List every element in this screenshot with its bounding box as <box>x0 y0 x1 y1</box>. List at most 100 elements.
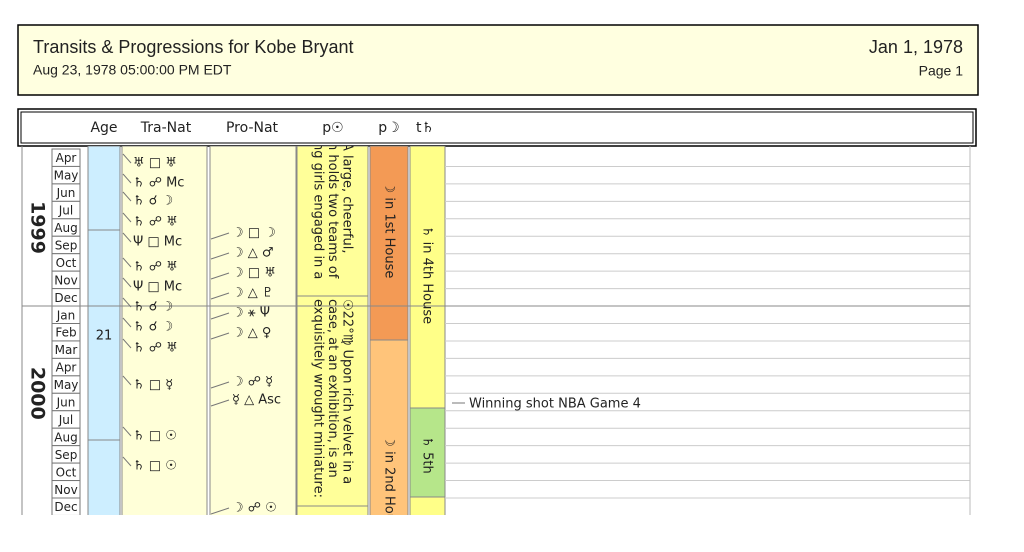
column-header: Tra-Nat <box>140 120 192 136</box>
date: Jan 1, 1978 <box>869 37 963 57</box>
age-column <box>87 146 121 515</box>
sun-degree-text: A large, cheerful, <box>340 142 355 254</box>
tra-nat-aspect: ♄ ☍ ♅ <box>133 341 178 356</box>
moon-house: ☽ in 1st House <box>382 182 397 279</box>
column-header: p☉ <box>322 120 343 136</box>
month-label: Jan <box>56 308 76 322</box>
tra-nat-aspect: ♄ □ ☿ <box>133 378 173 393</box>
leader <box>122 426 132 437</box>
column-header-inner <box>20 111 974 144</box>
t-saturn-band <box>409 496 446 515</box>
sun-degree-text: exquisitely wrought miniature: <box>311 299 326 498</box>
month-label: Nov <box>54 483 77 497</box>
month-label: May <box>54 169 79 183</box>
pro-nat-aspect: ☽ △ ♀ <box>232 326 271 341</box>
month-label: Jul <box>58 204 73 218</box>
leader <box>122 297 132 308</box>
header-box <box>17 24 979 96</box>
timeline: Apr May Jun Jul Aug Sep Oct Nov Dec Jan Feb Mar Apr M… <box>21 142 971 536</box>
leader <box>210 507 230 515</box>
month-label: Jul <box>58 413 73 427</box>
leader <box>122 191 132 202</box>
leader <box>122 232 132 243</box>
pro-nat-aspect: ☽ □ ☽ <box>232 226 276 241</box>
leader <box>210 272 230 280</box>
pro-nat-aspect: ☽ ⚹ Ψ <box>232 306 270 321</box>
leader <box>122 173 132 184</box>
tra-nat-aspect: ♄ ☌ ☽ <box>133 300 173 315</box>
tra-nat-aspect: Ψ □ Mc <box>133 280 182 295</box>
leader <box>210 232 230 240</box>
p-moon-band <box>369 339 409 515</box>
leader <box>210 312 230 320</box>
column-header: Pro-Nat <box>226 120 279 136</box>
leader <box>210 332 230 340</box>
leader <box>210 399 230 407</box>
month-label: Jun <box>56 186 76 200</box>
p-sun-column <box>296 146 369 515</box>
column-header: t♄ <box>416 120 434 136</box>
month-label: Dec <box>54 500 77 514</box>
tra-nat-column <box>121 146 208 515</box>
tra-nat-aspect: Ψ □ Mc <box>133 235 182 250</box>
column-header: p☽ <box>378 120 399 136</box>
leader <box>122 212 132 223</box>
sun-degree-text: ng girls engaged in a <box>311 142 326 279</box>
subtitle: Aug 23, 1978 05:00:00 PM EDT <box>33 62 232 78</box>
event-label: Winning shot NBA Game 4 <box>469 397 641 412</box>
month-label: Aug <box>54 430 77 444</box>
year-label: 1999 <box>27 201 49 254</box>
month-label: Mar <box>55 343 78 357</box>
month-label: Aug <box>54 221 77 235</box>
tra-nat-aspect: ♄ □ ☉ <box>133 429 177 444</box>
saturn-house: ♄ 5th <box>420 436 435 473</box>
month-cell <box>51 497 81 515</box>
month-label: Apr <box>56 151 77 165</box>
sun-degree-text: case, at an exhibition, is an <box>325 299 340 478</box>
tra-nat-aspect: ♄ ☌ ☽ <box>133 320 173 335</box>
month-label: Nov <box>54 273 77 287</box>
leader <box>122 277 132 288</box>
pro-nat-column <box>209 146 297 515</box>
month-label: Dec <box>54 291 77 305</box>
month-label: Sep <box>55 448 78 462</box>
title: Transits & Progressions for Kobe Bryant <box>33 37 353 57</box>
column-header-box <box>17 108 977 147</box>
pro-nat-aspect: ☽ ☍ ☿ <box>232 375 273 390</box>
month-label: May <box>54 378 79 392</box>
leader <box>122 257 132 268</box>
moon-house: ☽ in 2nd House <box>382 435 397 536</box>
t-saturn-band <box>409 146 446 409</box>
pro-nat-aspect: ☽ ☍ ☉ <box>232 501 277 516</box>
tra-nat-aspect: ♄ ☌ ☽ <box>133 194 173 209</box>
leader <box>122 338 132 349</box>
month-label: Jun <box>56 396 76 410</box>
month-label: Sep <box>55 238 78 252</box>
saturn-house: ♄ in 4th House <box>420 226 435 324</box>
year-label: 2000 <box>27 367 49 420</box>
tra-nat-aspect: ♅ □ ♅ <box>133 156 177 171</box>
column-header: Age <box>90 120 117 136</box>
month-label: Feb <box>55 326 76 340</box>
tra-nat-aspect: ♄ □ ☉ <box>133 459 177 474</box>
pro-nat-aspect: ☿ △ Asc <box>232 393 281 408</box>
leader <box>122 317 132 328</box>
pro-nat-aspect: ☽ △ ♇ <box>232 286 274 301</box>
pro-nat-aspect: ☽ □ ♅ <box>232 266 276 281</box>
leader <box>210 292 230 300</box>
leader <box>210 252 230 260</box>
tra-nat-aspect: ♄ ☍ ♅ <box>133 215 178 230</box>
month-label: Oct <box>56 256 77 270</box>
leader <box>122 153 132 164</box>
month-label: Oct <box>56 465 77 479</box>
pro-nat-aspect: ☽ △ ♂ <box>232 246 274 261</box>
tra-nat-aspect: ♄ ☍ ♅ <box>133 260 178 275</box>
leader <box>122 456 132 467</box>
month-label: Apr <box>56 361 77 375</box>
page-number: Page 1 <box>919 63 964 79</box>
leader <box>210 381 230 389</box>
sun-degree-text: ☉22°♍ Upon rich velvet in a <box>340 299 355 484</box>
age-label: 21 <box>96 329 113 344</box>
leader <box>122 375 132 386</box>
